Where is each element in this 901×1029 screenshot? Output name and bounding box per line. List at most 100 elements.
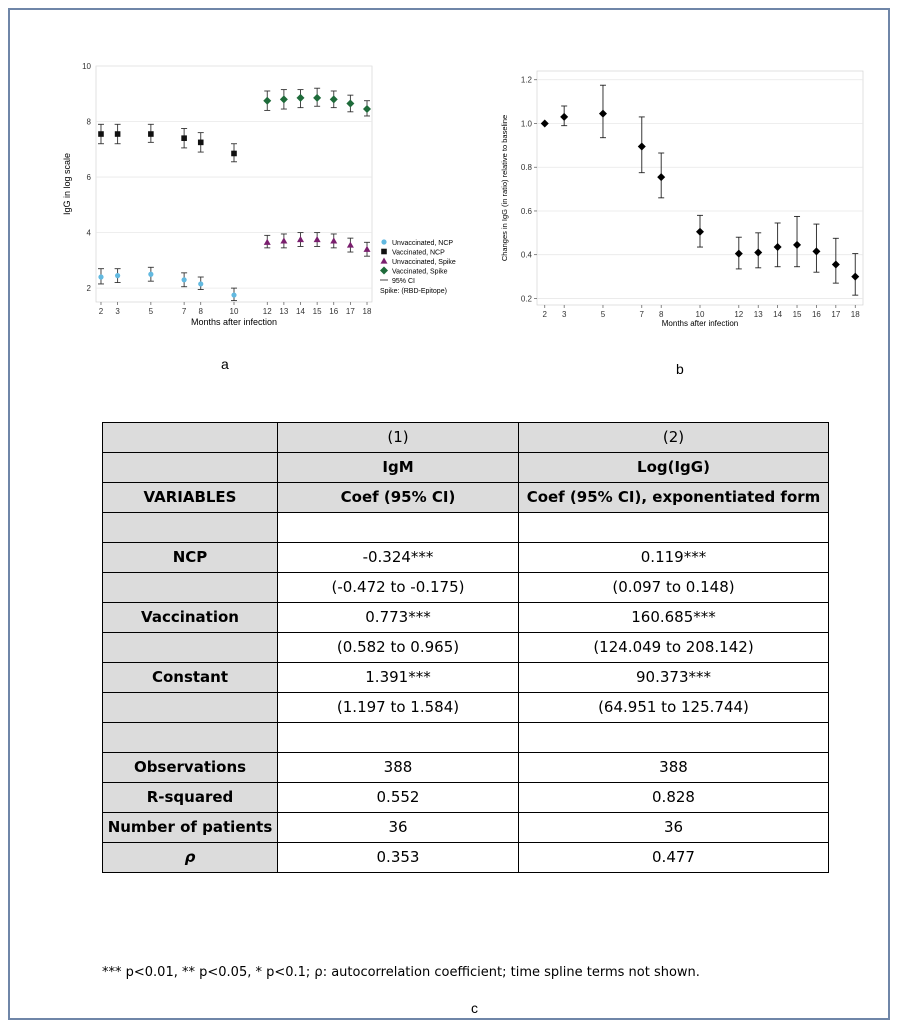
table-cell: 0.353 — [277, 842, 519, 873]
data-point — [773, 243, 782, 252]
table-cell: (64.951 to 125.744) — [518, 692, 829, 723]
panel-label-a: a — [221, 356, 229, 372]
data-point — [98, 131, 104, 137]
data-point — [657, 173, 666, 182]
data-point — [114, 131, 121, 137]
table-cell: 1.391*** — [277, 662, 519, 693]
row-label-cell: NCP — [102, 542, 278, 573]
table-row: Number of patients 36 36 — [102, 812, 829, 843]
x-tick-label: 7 — [182, 307, 187, 316]
table-cell: 0.773*** — [277, 602, 519, 633]
table-row: ρ 0.353 0.477 — [102, 842, 829, 873]
data-point — [181, 135, 187, 141]
x-tick-label: 17 — [346, 307, 355, 316]
x-tick-label: 3 — [562, 310, 567, 319]
data-point — [279, 95, 288, 104]
table-row: (-0.472 to -0.175) (0.097 to 0.148) — [102, 572, 829, 603]
y-tick-label: 0.2 — [521, 294, 533, 303]
data-point — [329, 95, 338, 104]
table-cell: (0.582 to 0.965) — [277, 632, 519, 663]
x-tick-label: 8 — [659, 310, 664, 319]
x-tick-label: 10 — [696, 310, 705, 319]
row-label-cell: VARIABLES — [102, 482, 278, 513]
table-cell: 0.119*** — [518, 542, 829, 573]
row-label-cell — [102, 422, 278, 453]
y-tick-label: 1.0 — [521, 119, 533, 128]
table-header-row: IgM Log(IgG) — [102, 452, 829, 483]
y-tick-label: 0.6 — [521, 207, 533, 216]
table-cell: 160.685*** — [518, 602, 829, 633]
row-label-cell: Constant — [102, 662, 278, 693]
table-header-row: (1) (2) — [102, 422, 829, 453]
x-tick-label: 10 — [230, 307, 239, 316]
table-row: Vaccination 0.773*** 160.685*** — [102, 602, 829, 633]
y-tick-label: 6 — [87, 173, 92, 182]
row-label-cell: Number of patients — [102, 812, 278, 843]
plot-area — [536, 70, 864, 306]
regression-table: (1) (2) IgM Log(IgG) VARIABLES Coef (95% CI) C… — [102, 422, 829, 873]
x-tick-label: 12 — [263, 307, 272, 316]
table-cell: (124.049 to 208.142) — [518, 632, 829, 663]
table-cell: 388 — [277, 752, 519, 783]
row-label-cell — [102, 452, 278, 483]
row-label-cell: R-squared — [102, 782, 278, 813]
data-point — [263, 238, 271, 245]
x-tick-label: 14 — [296, 307, 305, 316]
legend-marker — [381, 248, 387, 255]
x-tick-label: 14 — [773, 310, 782, 319]
x-tick-label: 15 — [793, 310, 802, 319]
table-row: Observations 388 388 — [102, 752, 829, 783]
table-cell: (2) — [518, 422, 829, 453]
legend-label: Vaccinated, NCP — [392, 250, 445, 257]
x-axis-title: Months after infection — [191, 317, 277, 327]
table-cell — [518, 512, 829, 543]
table-cell — [277, 512, 519, 543]
data-point — [363, 105, 372, 114]
table-cell: 90.373*** — [518, 662, 829, 693]
x-tick-label: 8 — [199, 307, 204, 316]
data-point — [637, 142, 646, 151]
row-label-cell — [102, 512, 278, 543]
data-point — [346, 241, 354, 248]
table-cell: (1) — [277, 422, 519, 453]
y-tick-label: 0.4 — [521, 251, 533, 260]
y-tick-label: 2 — [87, 284, 92, 293]
row-label-cell: Vaccination — [102, 602, 278, 633]
x-tick-label: 3 — [115, 307, 120, 316]
table-row: Constant 1.391*** 90.373*** — [102, 662, 829, 693]
table-cell: Coef (95% CI), exponentiated form — [518, 482, 829, 513]
table-row: NCP -0.324*** 0.119*** — [102, 542, 829, 573]
table-cell: (1.197 to 1.584) — [277, 692, 519, 723]
figure-frame — [8, 8, 890, 1020]
x-tick-label: 12 — [734, 310, 743, 319]
legend-label: Unvaccinated, NCP — [392, 240, 453, 247]
table-cell: IgM — [277, 452, 519, 483]
table-cell: -0.324*** — [277, 542, 519, 573]
legend-note: Spike: (RBD-Epitope) — [380, 288, 447, 295]
x-tick-label: 16 — [812, 310, 821, 319]
table-header-row: VARIABLES Coef (95% CI) Coef (95% CI), exp… — [102, 482, 829, 513]
x-tick-label: 2 — [99, 307, 104, 316]
legend-label: Vaccinated, Spike — [392, 269, 448, 276]
data-point — [313, 236, 321, 243]
table-cell — [277, 722, 519, 753]
data-point — [313, 93, 322, 102]
chart-a: 2 4 6 8 10 2 3 5 7 8 10 12 13 14 15 16 17 18 Months after … — [62, 62, 456, 327]
x-tick-label: 7 — [640, 310, 645, 319]
table-row: (1.197 to 1.584) (64.951 to 125.744) — [102, 692, 829, 723]
chart-b: 0.2 0.4 0.6 0.8 1.0 1.2 2 3 5 7 8 10 12 13 14 15 16 17 18 M… — [500, 70, 864, 328]
data-point — [197, 139, 204, 146]
x-tick-label: 18 — [363, 307, 372, 316]
table-cell: (0.097 to 0.148) — [518, 572, 829, 603]
table-cell: Log(IgG) — [518, 452, 829, 483]
table-footnote: *** p<0.01, ** p<0.05, * p<0.1; ρ: autoc… — [102, 965, 700, 980]
table-row — [102, 512, 829, 543]
data-point — [98, 274, 104, 280]
row-label-cell — [102, 632, 278, 663]
data-point — [346, 99, 355, 108]
x-tick-label: 16 — [329, 307, 338, 316]
table-cell: 0.552 — [277, 782, 519, 813]
panel-label-b: b — [676, 361, 684, 377]
x-tick-label: 17 — [831, 310, 840, 319]
legend-marker — [381, 239, 387, 245]
